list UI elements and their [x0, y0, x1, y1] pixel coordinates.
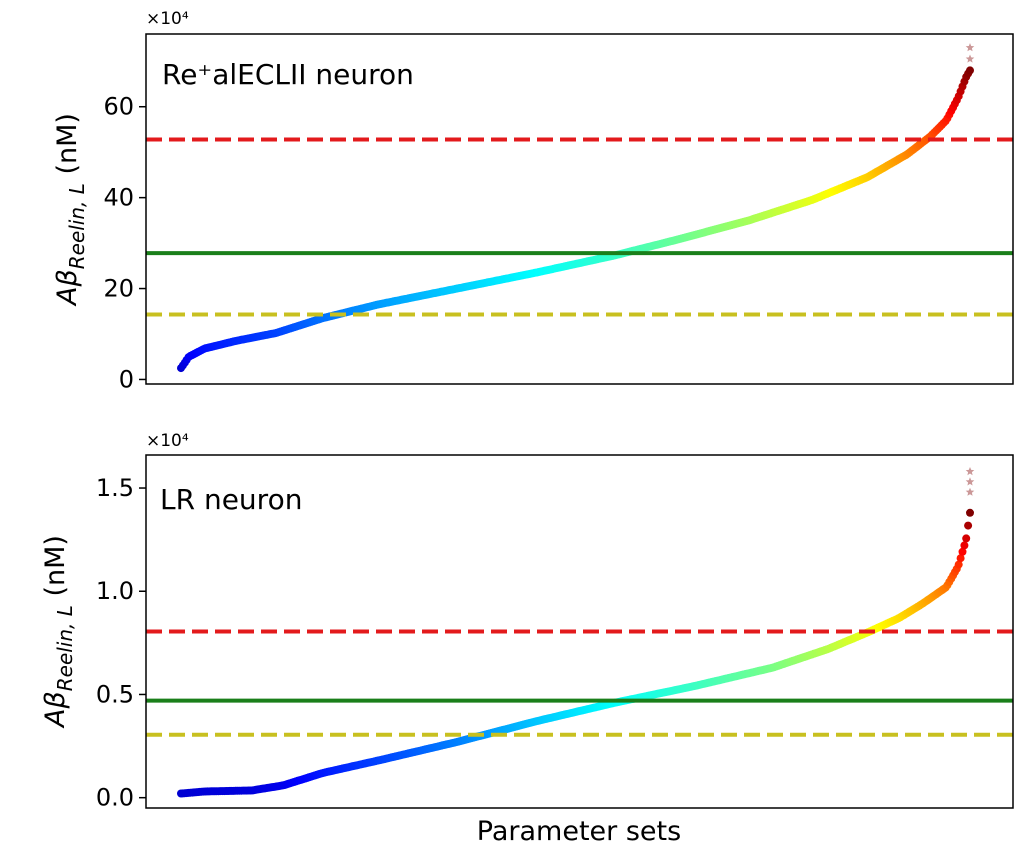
- bottom-panel-ylabel-unit: (nM): [40, 535, 71, 605]
- outlier-point: [965, 54, 975, 63]
- y-tick-label: 20: [103, 275, 134, 303]
- bottom-panel-ylabel-sub: Reelin, L: [53, 605, 77, 691]
- top-panel: 0 20 40 60 ×10⁴ Re⁺alECLII neuron AβReelin,…: [52, 9, 1014, 393]
- y-tick-label: 1.5: [96, 474, 134, 502]
- y-tick-label: 40: [103, 184, 134, 212]
- top-panel-ylabel-unit: (nM): [52, 113, 83, 183]
- top-panel-multiplier: ×10⁴: [146, 9, 189, 29]
- y-tick-label: 0: [119, 365, 134, 393]
- top-panel-frame: [145, 33, 1014, 385]
- data-point: [958, 547, 967, 556]
- outlier-point: [965, 467, 975, 476]
- top-panel-y-ticks: 0 20 40 60: [103, 93, 146, 393]
- bottom-panel-y-ticks: 0.0 0.5 1.0 1.5: [96, 474, 146, 812]
- top-panel-ylabel-main: Aβ: [52, 269, 83, 307]
- bottom-panel: 0.0 0.5 1.0 1.5 ×10⁴ LR neuron AβReelin, L …: [40, 431, 1014, 847]
- data-point: [966, 66, 974, 75]
- outlier-point: [965, 487, 975, 496]
- top-panel-label: Re⁺alECLII neuron: [162, 58, 414, 91]
- data-point: [956, 554, 965, 563]
- top-panel-ylabel: AβReelin, L (nM): [52, 113, 89, 307]
- x-axis-label: Parameter sets: [477, 816, 681, 847]
- y-tick-label: 60: [103, 93, 134, 121]
- bottom-panel-ylabel-main: Aβ: [40, 691, 71, 729]
- top-panel-marks: [177, 43, 975, 373]
- bottom-panel-marks: [177, 467, 975, 798]
- outlier-point: [965, 43, 975, 52]
- top-panel-reference-lines: [146, 137, 1013, 317]
- data-point: [954, 560, 963, 569]
- y-tick-label: 1.0: [96, 577, 134, 605]
- bottom-panel-multiplier: ×10⁴: [146, 431, 189, 451]
- bottom-panel-ylabel: AβReelin, L (nM): [40, 535, 77, 729]
- bottom-panel-reference-lines: [146, 629, 1013, 737]
- data-point: [964, 521, 973, 530]
- data-point: [962, 534, 971, 543]
- data-point: [966, 508, 974, 517]
- bottom-panel-frame: [145, 454, 1014, 809]
- top-panel-ylabel-sub: Reelin, L: [65, 183, 89, 269]
- bottom-panel-label: LR neuron: [160, 483, 302, 516]
- y-tick-label: 0.5: [96, 680, 134, 708]
- y-tick-label: 0.0: [96, 784, 134, 812]
- outlier-point: [965, 477, 975, 486]
- data-point: [960, 541, 969, 550]
